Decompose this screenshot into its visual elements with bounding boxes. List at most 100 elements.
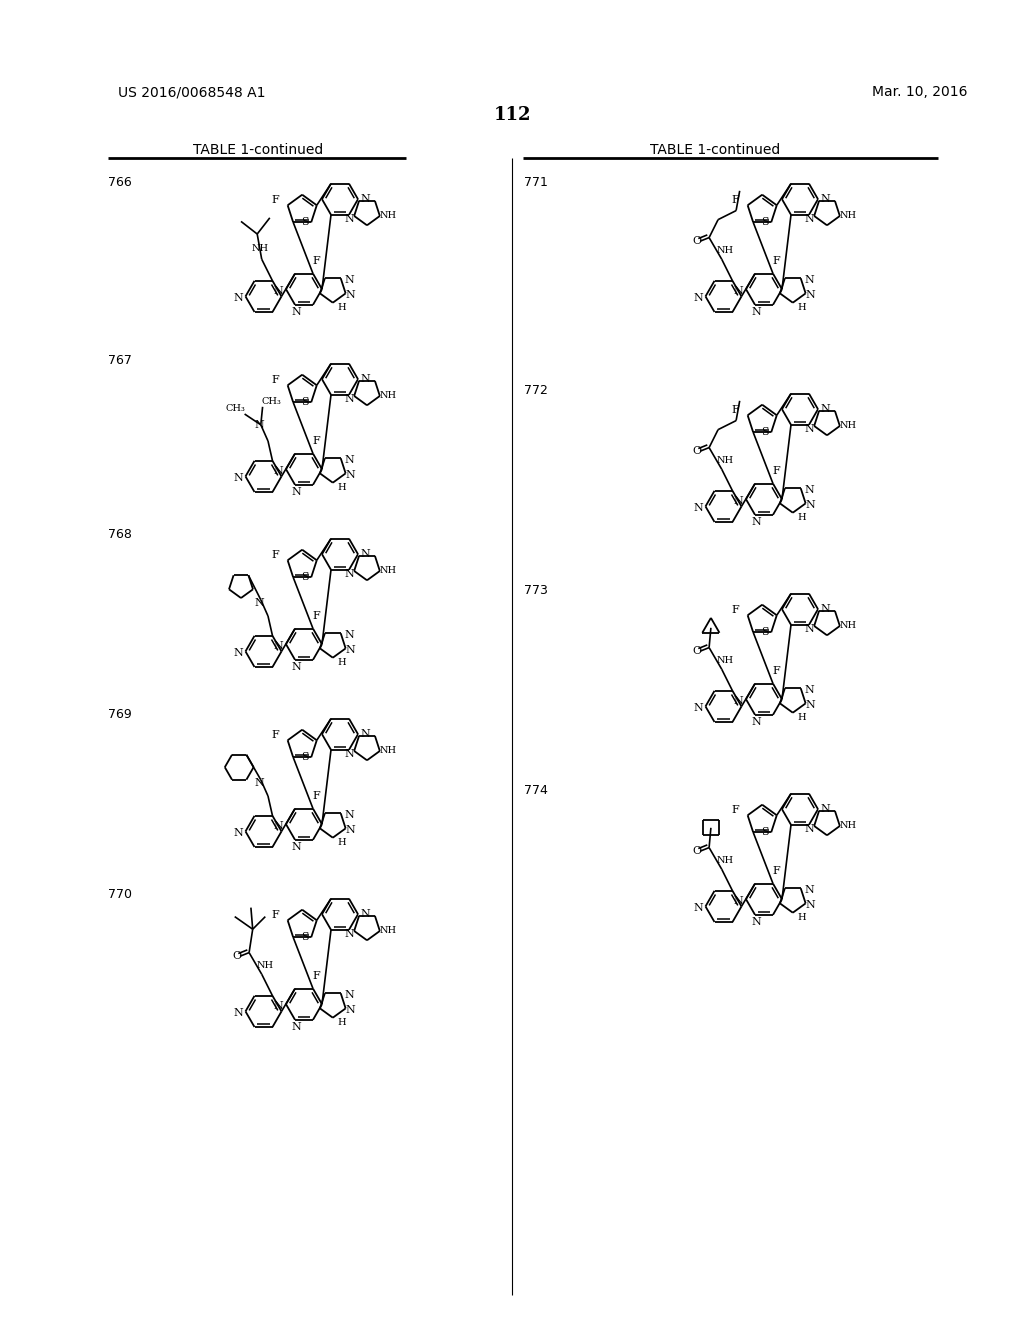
Text: N: N bbox=[344, 455, 354, 465]
Text: N: N bbox=[344, 569, 354, 579]
Text: N: N bbox=[693, 903, 703, 913]
Text: CH₃: CH₃ bbox=[225, 404, 246, 413]
Text: F: F bbox=[773, 256, 780, 267]
Text: N: N bbox=[292, 487, 302, 498]
Text: N: N bbox=[346, 1005, 355, 1015]
Text: N: N bbox=[344, 748, 354, 759]
Text: S: S bbox=[761, 218, 769, 227]
Text: H: H bbox=[798, 912, 806, 921]
Text: H: H bbox=[338, 302, 346, 312]
Text: N: N bbox=[804, 486, 814, 495]
Text: NH: NH bbox=[840, 821, 857, 830]
Text: NH: NH bbox=[380, 925, 397, 935]
Text: N: N bbox=[804, 214, 814, 224]
Text: N: N bbox=[734, 896, 743, 906]
Text: N: N bbox=[344, 630, 354, 640]
Text: CH₃: CH₃ bbox=[262, 397, 282, 407]
Text: NH: NH bbox=[251, 244, 268, 253]
Text: N: N bbox=[360, 194, 370, 205]
Text: N: N bbox=[233, 293, 243, 304]
Text: N: N bbox=[804, 886, 814, 895]
Text: N: N bbox=[344, 214, 354, 224]
Text: N: N bbox=[820, 404, 830, 414]
Text: F: F bbox=[271, 909, 279, 920]
Text: N: N bbox=[806, 900, 816, 909]
Text: 768: 768 bbox=[108, 528, 132, 541]
Text: N: N bbox=[292, 308, 302, 317]
Text: 766: 766 bbox=[108, 176, 132, 189]
Text: N: N bbox=[254, 598, 264, 609]
Text: N: N bbox=[346, 470, 355, 479]
Text: TABLE 1-continued: TABLE 1-continued bbox=[650, 143, 780, 157]
Text: N: N bbox=[274, 642, 284, 651]
Text: NH: NH bbox=[717, 855, 734, 865]
Text: O: O bbox=[692, 236, 701, 247]
Text: S: S bbox=[301, 932, 308, 942]
Text: N: N bbox=[693, 704, 703, 713]
Text: S: S bbox=[301, 218, 308, 227]
Text: F: F bbox=[773, 466, 780, 477]
Text: H: H bbox=[338, 483, 346, 492]
Text: F: F bbox=[731, 805, 739, 814]
Text: N: N bbox=[820, 194, 830, 205]
Text: N: N bbox=[292, 1022, 302, 1032]
Text: NH: NH bbox=[840, 620, 857, 630]
Text: S: S bbox=[761, 828, 769, 837]
Text: N: N bbox=[804, 424, 814, 434]
Text: N: N bbox=[804, 275, 814, 285]
Text: N: N bbox=[233, 473, 243, 483]
Text: N: N bbox=[254, 420, 264, 430]
Text: F: F bbox=[312, 436, 321, 446]
Text: F: F bbox=[773, 866, 780, 876]
Text: N: N bbox=[344, 810, 354, 820]
Text: O: O bbox=[692, 446, 701, 457]
Text: H: H bbox=[338, 1018, 346, 1027]
Text: NH: NH bbox=[380, 746, 397, 755]
Text: N: N bbox=[752, 917, 762, 927]
Text: S: S bbox=[301, 397, 308, 408]
Text: N: N bbox=[346, 825, 355, 834]
Text: NH: NH bbox=[840, 211, 857, 220]
Text: N: N bbox=[693, 503, 703, 513]
Text: N: N bbox=[734, 496, 743, 506]
Text: N: N bbox=[804, 685, 814, 696]
Text: N: N bbox=[360, 909, 370, 919]
Text: F: F bbox=[271, 730, 279, 741]
Text: US 2016/0068548 A1: US 2016/0068548 A1 bbox=[118, 84, 265, 99]
Text: O: O bbox=[692, 647, 701, 656]
Text: NH: NH bbox=[380, 391, 397, 400]
Text: TABLE 1-continued: TABLE 1-continued bbox=[193, 143, 324, 157]
Text: N: N bbox=[804, 624, 814, 634]
Text: NH: NH bbox=[257, 961, 273, 970]
Text: N: N bbox=[360, 729, 370, 739]
Text: N: N bbox=[752, 717, 762, 727]
Text: N: N bbox=[806, 499, 816, 510]
Text: N: N bbox=[346, 644, 355, 655]
Text: F: F bbox=[312, 256, 321, 267]
Text: N: N bbox=[752, 517, 762, 527]
Text: N: N bbox=[804, 824, 814, 834]
Text: F: F bbox=[312, 972, 321, 981]
Text: H: H bbox=[798, 302, 806, 312]
Text: 774: 774 bbox=[524, 784, 548, 796]
Text: N: N bbox=[806, 289, 816, 300]
Text: N: N bbox=[734, 696, 743, 706]
Text: N: N bbox=[274, 821, 284, 832]
Text: N: N bbox=[233, 648, 243, 659]
Text: F: F bbox=[271, 550, 279, 560]
Text: N: N bbox=[693, 293, 703, 304]
Text: 770: 770 bbox=[108, 888, 132, 902]
Text: N: N bbox=[346, 289, 355, 300]
Text: NH: NH bbox=[840, 421, 857, 430]
Text: NH: NH bbox=[380, 211, 397, 220]
Text: F: F bbox=[731, 195, 739, 205]
Text: N: N bbox=[292, 663, 302, 672]
Text: H: H bbox=[798, 512, 806, 521]
Text: H: H bbox=[798, 713, 806, 722]
Text: 769: 769 bbox=[108, 709, 132, 722]
Text: S: S bbox=[761, 428, 769, 437]
Text: Mar. 10, 2016: Mar. 10, 2016 bbox=[872, 84, 968, 99]
Text: N: N bbox=[292, 842, 302, 851]
Text: N: N bbox=[344, 393, 354, 404]
Text: N: N bbox=[344, 275, 354, 285]
